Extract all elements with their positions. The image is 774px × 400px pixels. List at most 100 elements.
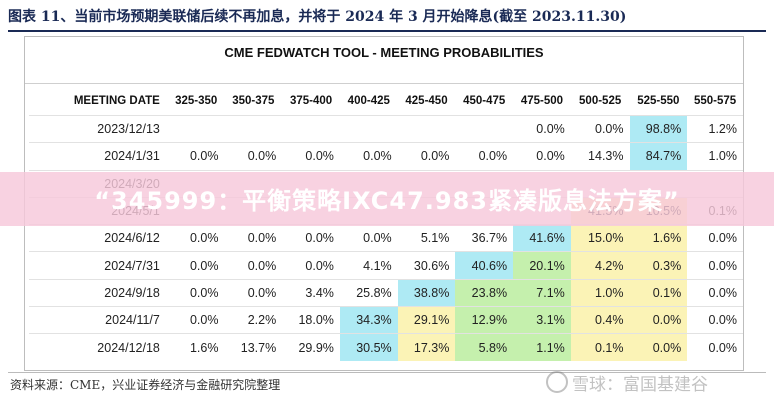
probability-cell: 0.0%	[513, 114, 571, 143]
probability-cell: 0.0%	[167, 224, 225, 252]
probability-cell	[455, 114, 514, 143]
probability-cell: 29.1%	[397, 306, 456, 334]
probability-cell: 41.6%	[513, 224, 571, 252]
probability-cell: 15.0%	[570, 224, 630, 252]
probability-cell: 0.4%	[570, 306, 630, 334]
probability-cell: 0.0%	[224, 142, 283, 171]
probability-cell	[339, 114, 398, 143]
tool-title: CME FEDWATCH TOOL - MEETING PROBABILITIE…	[224, 45, 544, 60]
watermark-band	[0, 172, 774, 226]
col-header-550-575: 550-575	[694, 95, 737, 107]
probability-cell: 0.1%	[570, 333, 630, 361]
probability-cell: 0.0%	[167, 251, 225, 280]
meeting-date-cell: 2024/9/18	[29, 278, 168, 307]
probability-cell: 30.5%	[339, 333, 398, 361]
probability-cell: 4.2%	[570, 251, 630, 280]
probability-cell: 1.0%	[570, 278, 630, 307]
probability-cell: 4.1%	[339, 251, 398, 280]
col-header-325-350: 325-350	[175, 95, 218, 107]
probability-cell: 36.7%	[455, 224, 514, 252]
table-body: 2023/12/13 0.0% 0.0% 98.8% 1.2% 2024/1/31 0.0%…	[29, 114, 743, 361]
probability-cell: 29.9%	[282, 333, 340, 361]
tool-title-divider	[25, 83, 743, 84]
probability-cell: 0.1%	[629, 278, 688, 307]
probability-cell: 0.0%	[513, 142, 571, 171]
probability-cell: 0.0%	[167, 306, 225, 334]
probability-cell: 34.3%	[339, 306, 398, 334]
probability-cell: 0.0%	[687, 306, 743, 334]
probability-cell: 5.1%	[397, 224, 456, 252]
probability-cell: 23.8%	[455, 278, 514, 307]
probability-cell: 17.3%	[397, 333, 456, 361]
col-header-375-400: 375-400	[289, 95, 333, 107]
probability-cell: 3.1%	[513, 306, 571, 334]
meeting-date-cell: 2023/12/13	[29, 114, 168, 143]
meeting-date-cell: 2024/11/7	[29, 306, 168, 334]
watermark-text: “345999：平衡策略IXC47.983紧凑版息法方案”	[94, 187, 680, 215]
probability-cell: 98.8%	[629, 114, 688, 143]
probability-cell: 3.4%	[282, 278, 340, 307]
probability-cell	[282, 114, 340, 143]
probability-cell: 0.0%	[282, 224, 340, 252]
probability-cell: 0.0%	[455, 142, 514, 171]
table-row: 2024/6/12 0.0% 0.0% 0.0% 0.0% 5.1% 36.7% 41.6% 1…	[29, 224, 743, 252]
probability-cell: 0.0%	[282, 142, 340, 171]
probability-cell: 0.0%	[687, 251, 743, 280]
title-rule	[8, 30, 766, 32]
source-rule	[8, 372, 766, 373]
table-row: 2024/12/18 1.6% 13.7% 29.9% 30.5% 17.3% 5.8% 1.…	[29, 333, 743, 361]
meeting-date-cell: 2024/6/12	[29, 224, 168, 252]
table-row: 2023/12/13 0.0% 0.0% 98.8% 1.2%	[29, 114, 743, 143]
col-header-425-450: 425-450	[405, 95, 448, 107]
col-header-500-525: 500-525	[579, 95, 622, 107]
probability-cell: 0.0%	[339, 224, 398, 252]
probability-cell: 0.0%	[224, 251, 283, 280]
probability-cell: 30.6%	[397, 251, 456, 280]
probability-cell: 0.0%	[282, 251, 340, 280]
probability-cell: 5.8%	[455, 333, 514, 361]
probability-cell	[224, 114, 283, 143]
probability-cell: 0.0%	[397, 142, 456, 171]
probability-cell: 0.0%	[629, 333, 688, 361]
probability-cell: 1.1%	[513, 333, 571, 361]
table-row: 2024/7/31 0.0% 0.0% 0.0% 4.1% 30.6% 40.6% 20.1%…	[29, 251, 743, 280]
meeting-date-cell: 2024/12/18	[29, 333, 168, 361]
probability-cell: 40.6%	[455, 251, 514, 280]
probability-cell: 0.3%	[629, 251, 688, 280]
probability-cell: 2.2%	[224, 306, 283, 334]
probability-cell: 0.0%	[224, 224, 283, 252]
probability-cell: 13.7%	[224, 333, 283, 361]
figure-title: 图表 11、当前市场预期美联储后续不再加息，并将于 2024 年 3 月开始降息…	[8, 9, 627, 25]
col-header-400-425: 400-425	[347, 95, 390, 107]
probability-cell: 20.1%	[513, 251, 571, 280]
probability-cell: 1.6%	[167, 333, 225, 361]
brand-mark: 雪球：富国基建谷	[546, 370, 708, 395]
probability-cell: 18.0%	[282, 306, 340, 334]
col-header-475-500: 475-500	[520, 95, 564, 107]
col-header-350-375: 350-375	[232, 95, 275, 107]
probability-cell: 0.0%	[687, 224, 743, 252]
probability-cell: 0.0%	[570, 114, 630, 143]
probability-cell: 1.2%	[687, 114, 743, 143]
table-row: 2024/1/31 0.0% 0.0% 0.0% 0.0% 0.0% 0.0% 0.0% 14.…	[29, 142, 743, 171]
probability-cell: 12.9%	[455, 306, 514, 334]
probability-cell: 7.1%	[513, 278, 571, 307]
probability-cell: 0.0%	[167, 278, 225, 307]
header-row: MEETING DATE 325-350 350-375 375-400 400-425…	[29, 87, 743, 116]
meeting-date-cell: 2024/1/31	[29, 142, 168, 171]
probability-cell: 0.0%	[224, 278, 283, 307]
probability-cell: 38.8%	[397, 278, 456, 307]
brand-text: 雪球：富国基建谷	[572, 375, 708, 395]
meeting-date-cell: 2024/7/31	[29, 251, 168, 280]
probability-cell: 0.0%	[687, 333, 743, 361]
probability-cell: 84.7%	[629, 142, 688, 171]
probability-cell: 0.0%	[339, 142, 398, 171]
probability-cell: 1.6%	[629, 224, 688, 252]
col-header-525-550: 525-550	[637, 95, 680, 107]
probability-cell: 0.0%	[629, 306, 688, 334]
probability-cell: 1.0%	[687, 142, 743, 171]
table-row: 2024/11/7 0.0% 2.2% 18.0% 34.3% 29.1% 12.9% 3.1…	[29, 306, 743, 334]
probability-cell: 0.0%	[687, 278, 743, 307]
col-header-450-475: 450-475	[463, 95, 506, 107]
probability-cell	[397, 114, 456, 143]
